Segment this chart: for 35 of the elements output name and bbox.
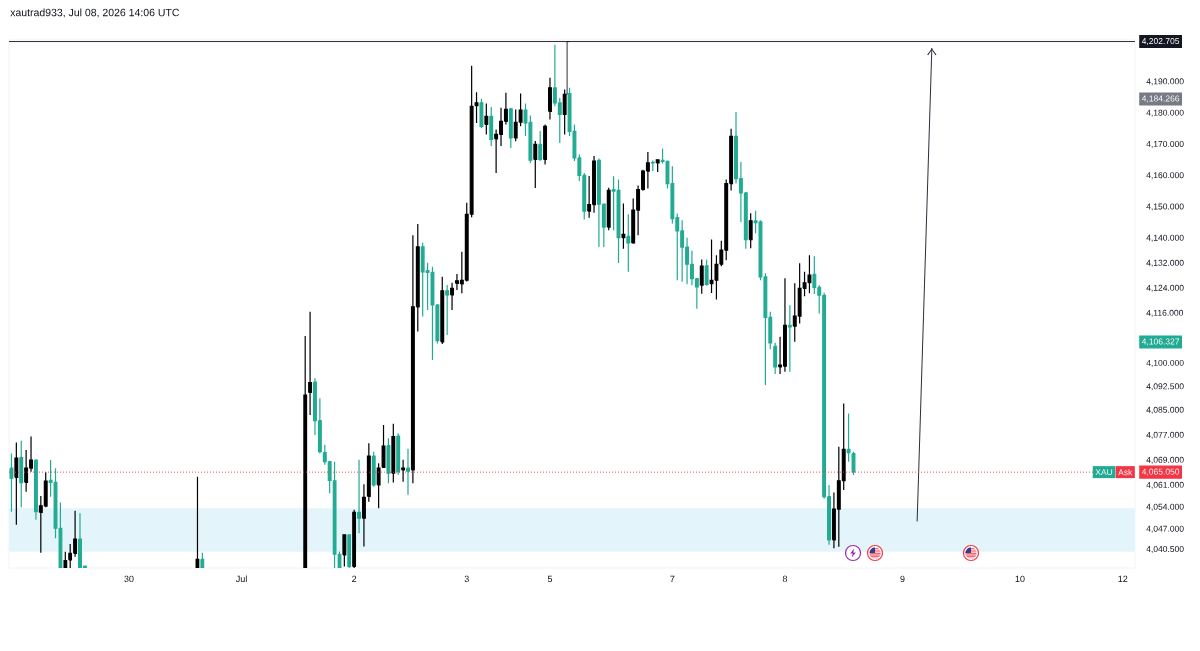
annotation: XAU [1095,469,1113,476]
y-tick-label: 4,100.000 [1146,359,1184,367]
y-tick-label: 4,150.000 [1146,203,1184,211]
y-tick-label: 4,040.500 [1146,545,1184,553]
ref-line-label: 4,202.705 [1141,38,1180,46]
y-tick-label: 4,116.000 [1146,309,1184,317]
y-tick-label: 4,140.000 [1146,234,1184,242]
x-tick-label: 30 [124,575,134,583]
x-tick-label: 9 [900,575,905,583]
y-tick-label: 4,061.000 [1146,481,1184,489]
y-tick-label: 4,170.000 [1146,140,1184,148]
annotation: Ask [1118,469,1133,476]
x-tick-label: 7 [670,575,675,582]
y-tick-label: 4,054.000 [1146,503,1184,511]
y-tick-label: 4,180.000 [1146,109,1184,117]
ref-line-label: 4,065.050 [1141,468,1180,476]
y-tick-label: 4,160.000 [1146,172,1184,180]
y-tick-label: 4,077.000 [1146,431,1184,439]
y-tick-label: 4,190.000 [1146,78,1184,86]
x-tick-label: 2 [352,575,357,582]
chart-title: xautrad933, Jul 08, 2026 14:06 UTC [10,8,180,18]
y-tick-label: 4,047.000 [1146,525,1184,533]
text: 4,106.327 [1141,338,1180,346]
y-tick-label: 4,132.000 [1146,259,1184,267]
y-tick-label: 4,085.000 [1146,406,1184,414]
x-tick-label: Jul [235,575,247,583]
x-tick-label: 8 [782,575,788,583]
y-tick-label: 4,124.000 [1146,284,1184,292]
x-tick-label: 12 [1118,575,1128,582]
x-tick-label: 10 [1015,575,1025,583]
text: 4,184.266 [1141,95,1180,103]
y-tick-label: 4,092.500 [1146,383,1184,391]
x-tick-label: 3 [464,575,469,583]
y-tick-label: 4,069.000 [1146,456,1184,464]
x-tick-label: 5 [547,575,553,583]
